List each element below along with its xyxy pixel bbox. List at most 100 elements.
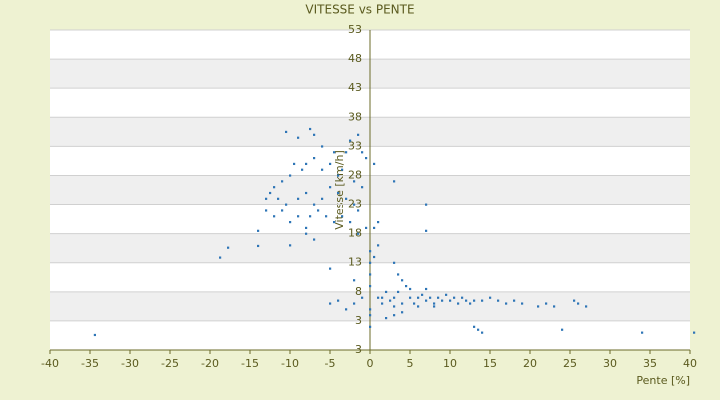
y-tick-label: 8 bbox=[355, 285, 362, 298]
point bbox=[273, 186, 276, 189]
point bbox=[289, 221, 292, 224]
point bbox=[585, 305, 588, 308]
point bbox=[353, 302, 356, 305]
point bbox=[365, 226, 368, 230]
x-tick-label: 10 bbox=[443, 357, 457, 370]
point bbox=[265, 197, 268, 200]
point bbox=[409, 296, 412, 299]
point bbox=[289, 244, 292, 247]
point bbox=[477, 328, 480, 331]
point bbox=[573, 299, 576, 302]
point bbox=[577, 302, 580, 305]
point bbox=[425, 203, 428, 206]
point bbox=[417, 305, 420, 308]
x-tick-label: 40 bbox=[683, 357, 697, 370]
y-tick-label: 43 bbox=[348, 81, 362, 94]
point bbox=[269, 191, 272, 195]
point bbox=[329, 267, 332, 270]
point bbox=[325, 215, 328, 218]
point bbox=[425, 287, 428, 291]
point bbox=[469, 302, 472, 305]
y-tick-label: 13 bbox=[348, 256, 362, 269]
point bbox=[353, 279, 356, 282]
point bbox=[321, 145, 324, 148]
point bbox=[393, 180, 396, 183]
point bbox=[333, 151, 336, 154]
point bbox=[445, 293, 448, 296]
point bbox=[373, 255, 376, 259]
point bbox=[281, 209, 284, 212]
point bbox=[289, 174, 292, 177]
point bbox=[553, 305, 556, 308]
point bbox=[257, 229, 260, 232]
point bbox=[561, 328, 564, 331]
point bbox=[361, 151, 364, 154]
point bbox=[369, 250, 372, 253]
point bbox=[369, 325, 372, 328]
x-tick-label: -25 bbox=[161, 357, 179, 370]
point bbox=[357, 133, 360, 136]
point bbox=[305, 226, 308, 230]
point bbox=[329, 186, 332, 189]
x-axis-label: Pente [%] bbox=[636, 374, 690, 387]
point bbox=[333, 221, 336, 224]
point bbox=[453, 296, 456, 299]
point bbox=[401, 279, 404, 282]
point bbox=[361, 186, 364, 189]
point bbox=[369, 285, 372, 288]
point bbox=[457, 302, 460, 305]
point bbox=[353, 203, 356, 206]
point bbox=[313, 157, 316, 160]
point bbox=[441, 299, 444, 302]
x-tick-label: -30 bbox=[121, 357, 139, 370]
point bbox=[321, 168, 324, 171]
y-tick-label: 18 bbox=[348, 227, 362, 240]
point bbox=[353, 180, 356, 183]
chart-title: VITESSE vs PENTE bbox=[305, 3, 414, 17]
point bbox=[397, 273, 400, 276]
point bbox=[369, 308, 372, 311]
point bbox=[345, 308, 348, 311]
point bbox=[257, 244, 260, 248]
point bbox=[641, 331, 644, 334]
point bbox=[473, 299, 476, 302]
point bbox=[305, 232, 308, 235]
x-tick-label: 5 bbox=[407, 357, 414, 370]
point bbox=[309, 215, 312, 218]
point bbox=[465, 299, 468, 302]
point bbox=[381, 302, 384, 305]
y-tick-label: 38 bbox=[348, 110, 362, 123]
point bbox=[361, 296, 364, 299]
point bbox=[505, 302, 508, 305]
point bbox=[329, 162, 332, 166]
point bbox=[373, 226, 376, 230]
point bbox=[313, 238, 316, 241]
point bbox=[693, 331, 696, 334]
point bbox=[337, 191, 340, 195]
point bbox=[227, 246, 230, 249]
x-tick-label: -10 bbox=[281, 357, 299, 370]
point bbox=[297, 136, 300, 139]
point bbox=[497, 299, 500, 302]
point bbox=[537, 305, 540, 308]
point bbox=[349, 139, 352, 142]
x-tick-label: -20 bbox=[201, 357, 219, 370]
point bbox=[433, 305, 436, 308]
point bbox=[93, 333, 96, 337]
y-tick-label: 53 bbox=[348, 23, 362, 36]
point bbox=[337, 299, 340, 302]
point bbox=[297, 197, 300, 200]
point bbox=[317, 209, 320, 212]
point bbox=[405, 285, 408, 288]
point bbox=[521, 302, 524, 305]
point bbox=[489, 296, 492, 299]
point bbox=[389, 299, 392, 302]
point bbox=[369, 314, 372, 317]
x-tick-label: 15 bbox=[483, 357, 497, 370]
point bbox=[393, 305, 396, 308]
point bbox=[305, 191, 308, 195]
point bbox=[401, 311, 404, 314]
point bbox=[301, 168, 304, 171]
point bbox=[461, 296, 464, 299]
